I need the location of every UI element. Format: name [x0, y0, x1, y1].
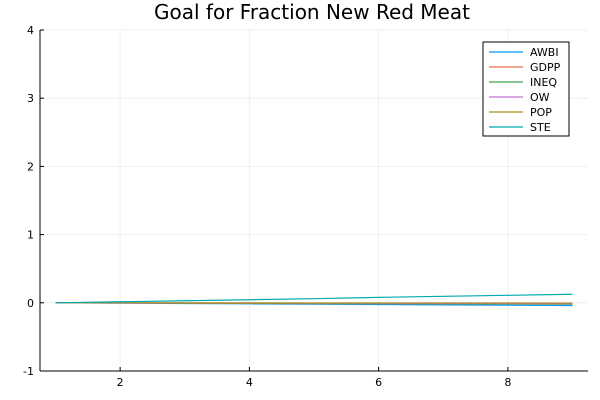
y-tick-label: 4: [27, 24, 34, 37]
legend-box: [482, 41, 570, 137]
legend-label: GDPP: [530, 61, 561, 74]
x-tick-label: 2: [117, 376, 124, 389]
legend-label: INEQ: [530, 76, 557, 89]
x-tick-label: 8: [504, 376, 511, 389]
legend-label: OW: [530, 91, 550, 104]
y-tick-label: 2: [27, 160, 34, 173]
y-tick-label: 0: [27, 297, 34, 310]
y-tick-label: 3: [27, 92, 34, 105]
x-tick-label: 6: [375, 376, 382, 389]
x-tick-label: 4: [246, 376, 253, 389]
legend-label: AWBI: [530, 46, 559, 59]
series-lines: [55, 293, 573, 307]
x-axis-ticks: 2 4 6 8: [117, 367, 511, 389]
legend-label: STE: [530, 121, 551, 134]
chart-title: Goal for Fraction New Red Meat: [154, 0, 470, 24]
legend-label: POP: [530, 106, 552, 119]
y-axis-ticks: -1 0 1 2 3 4: [23, 24, 44, 378]
axes: [39, 30, 588, 372]
y-tick-label: 1: [27, 229, 34, 242]
legend: AWBI GDPP INEQ OW POP STE: [482, 41, 570, 137]
series-line-ste: [55, 293, 573, 304]
y-tick-label: -1: [23, 365, 34, 378]
